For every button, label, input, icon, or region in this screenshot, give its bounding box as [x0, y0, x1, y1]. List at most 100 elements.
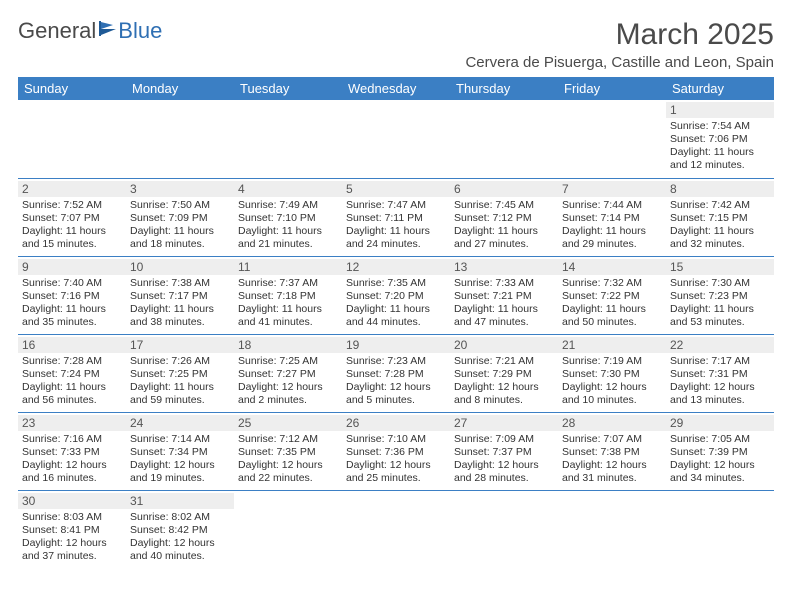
sunset: Sunset: 7:33 PM	[22, 446, 122, 459]
daylight: Daylight: 11 hours and 59 minutes.	[130, 381, 230, 407]
calendar-cell: 21Sunrise: 7:19 AMSunset: 7:30 PMDayligh…	[558, 334, 666, 412]
calendar-cell: 2Sunrise: 7:52 AMSunset: 7:07 PMDaylight…	[18, 178, 126, 256]
sunset: Sunset: 7:36 PM	[346, 446, 446, 459]
day-info: Sunrise: 7:28 AMSunset: 7:24 PMDaylight:…	[22, 355, 122, 408]
sunrise: Sunrise: 7:16 AM	[22, 433, 122, 446]
day-number: 8	[666, 181, 774, 197]
calendar-cell	[234, 490, 342, 568]
calendar-cell: 6Sunrise: 7:45 AMSunset: 7:12 PMDaylight…	[450, 178, 558, 256]
day-number: 20	[450, 337, 558, 353]
daylight: Daylight: 11 hours and 50 minutes.	[562, 303, 662, 329]
daylight: Daylight: 12 hours and 8 minutes.	[454, 381, 554, 407]
sunrise: Sunrise: 7:40 AM	[22, 277, 122, 290]
day-header: Friday	[558, 77, 666, 100]
daylight: Daylight: 12 hours and 25 minutes.	[346, 459, 446, 485]
day-number: 11	[234, 259, 342, 275]
daylight: Daylight: 11 hours and 53 minutes.	[670, 303, 770, 329]
daylight: Daylight: 11 hours and 41 minutes.	[238, 303, 338, 329]
day-info: Sunrise: 7:45 AMSunset: 7:12 PMDaylight:…	[454, 199, 554, 252]
sunrise: Sunrise: 7:12 AM	[238, 433, 338, 446]
sunset: Sunset: 7:31 PM	[670, 368, 770, 381]
calendar-cell	[234, 100, 342, 178]
day-number: 10	[126, 259, 234, 275]
sunset: Sunset: 7:21 PM	[454, 290, 554, 303]
sunset: Sunset: 7:12 PM	[454, 212, 554, 225]
day-info: Sunrise: 7:14 AMSunset: 7:34 PMDaylight:…	[130, 433, 230, 486]
daylight: Daylight: 11 hours and 32 minutes.	[670, 225, 770, 251]
sunset: Sunset: 7:29 PM	[454, 368, 554, 381]
day-info: Sunrise: 7:35 AMSunset: 7:20 PMDaylight:…	[346, 277, 446, 330]
calendar-cell	[558, 490, 666, 568]
sunrise: Sunrise: 7:47 AM	[346, 199, 446, 212]
sunrise: Sunrise: 7:26 AM	[130, 355, 230, 368]
day-header: Tuesday	[234, 77, 342, 100]
calendar-cell: 22Sunrise: 7:17 AMSunset: 7:31 PMDayligh…	[666, 334, 774, 412]
logo-text1: General	[18, 18, 96, 44]
day-info: Sunrise: 7:16 AMSunset: 7:33 PMDaylight:…	[22, 433, 122, 486]
calendar-cell: 9Sunrise: 7:40 AMSunset: 7:16 PMDaylight…	[18, 256, 126, 334]
sunset: Sunset: 7:35 PM	[238, 446, 338, 459]
sunset: Sunset: 8:42 PM	[130, 524, 230, 537]
calendar-cell: 15 Sunrise: 7:30 AMSunset: 7:23 PMDayligh…	[666, 256, 774, 334]
day-number: 5	[342, 181, 450, 197]
day-info: Sunrise: 7:32 AMSunset: 7:22 PMDaylight:…	[562, 277, 662, 330]
sunset: Sunset: 7:14 PM	[562, 212, 662, 225]
sunset: Sunset: 7:38 PM	[562, 446, 662, 459]
calendar-cell: 8 Sunrise: 7:42 AMSunset: 7:15 PMDaylight…	[666, 178, 774, 256]
calendar-cell: 28 Sunrise: 7:07 AMSunset: 7:38 PMDayligh…	[558, 412, 666, 490]
sunset: Sunset: 7:11 PM	[346, 212, 446, 225]
day-info: Sunrise: 7:21 AMSunset: 7:29 PMDaylight:…	[454, 355, 554, 408]
day-info: Sunrise: 7:47 AMSunset: 7:11 PMDaylight:…	[346, 199, 446, 252]
sunrise: Sunrise: 7:14 AM	[130, 433, 230, 446]
sunset: Sunset: 7:16 PM	[22, 290, 122, 303]
calendar-cell	[450, 100, 558, 178]
calendar-cell	[342, 490, 450, 568]
day-info: Sunrise: 7:12 AMSunset: 7:35 PMDaylight:…	[238, 433, 338, 486]
day-number: 13	[450, 259, 558, 275]
sunrise: Sunrise: 7:50 AM	[130, 199, 230, 212]
day-number: 17	[126, 337, 234, 353]
sunset: Sunset: 7:09 PM	[130, 212, 230, 225]
day-info: Sunrise: 7:42 AMSunset: 7:15 PMDaylight:…	[670, 199, 770, 252]
sunset: Sunset: 7:17 PM	[130, 290, 230, 303]
calendar-cell: 23Sunrise: 7:16 AMSunset: 7:33 PMDayligh…	[18, 412, 126, 490]
sunrise: Sunrise: 7:32 AM	[562, 277, 662, 290]
day-info: Sunrise: 7:33 AMSunset: 7:21 PMDaylight:…	[454, 277, 554, 330]
calendar-cell	[450, 490, 558, 568]
day-info: Sunrise: 7:37 AMSunset: 7:18 PMDaylight:…	[238, 277, 338, 330]
day-number: 28	[558, 415, 666, 431]
calendar-cell: 26Sunrise: 7:10 AMSunset: 7:36 PMDayligh…	[342, 412, 450, 490]
calendar-cell	[18, 100, 126, 178]
sunrise: Sunrise: 7:33 AM	[454, 277, 554, 290]
calendar-cell: 13 Sunrise: 7:33 AMSunset: 7:21 PMDayligh…	[450, 256, 558, 334]
sunrise: Sunrise: 7:38 AM	[130, 277, 230, 290]
sunrise: Sunrise: 7:49 AM	[238, 199, 338, 212]
calendar-cell	[558, 100, 666, 178]
sunset: Sunset: 7:23 PM	[670, 290, 770, 303]
sunrise: Sunrise: 7:07 AM	[562, 433, 662, 446]
daylight: Daylight: 12 hours and 22 minutes.	[238, 459, 338, 485]
sunrise: Sunrise: 7:17 AM	[670, 355, 770, 368]
logo: General Blue	[18, 18, 162, 44]
daylight: Daylight: 12 hours and 13 minutes.	[670, 381, 770, 407]
day-number: 15	[666, 259, 774, 275]
daylight: Daylight: 12 hours and 31 minutes.	[562, 459, 662, 485]
sunrise: Sunrise: 7:35 AM	[346, 277, 446, 290]
day-info: Sunrise: 7:17 AMSunset: 7:31 PMDaylight:…	[670, 355, 770, 408]
daylight: Daylight: 12 hours and 37 minutes.	[22, 537, 122, 563]
sunrise: Sunrise: 7:19 AM	[562, 355, 662, 368]
month-title: March 2025	[465, 18, 774, 52]
day-info: Sunrise: 7:40 AMSunset: 7:16 PMDaylight:…	[22, 277, 122, 330]
sunrise: Sunrise: 7:10 AM	[346, 433, 446, 446]
sunrise: Sunrise: 7:05 AM	[670, 433, 770, 446]
day-info: Sunrise: 7:49 AMSunset: 7:10 PMDaylight:…	[238, 199, 338, 252]
daylight: Daylight: 11 hours and 44 minutes.	[346, 303, 446, 329]
title-block: March 2025 Cervera de Pisuerga, Castille…	[465, 18, 774, 71]
day-number: 2	[18, 181, 126, 197]
day-info: Sunrise: 7:44 AMSunset: 7:14 PMDaylight:…	[562, 199, 662, 252]
day-info: Sunrise: 7:30 AMSunset: 7:23 PMDaylight:…	[670, 277, 770, 330]
sunrise: Sunrise: 7:09 AM	[454, 433, 554, 446]
day-number: 7	[558, 181, 666, 197]
day-number: 25	[234, 415, 342, 431]
calendar-cell: 5 Sunrise: 7:47 AMSunset: 7:11 PMDaylight…	[342, 178, 450, 256]
